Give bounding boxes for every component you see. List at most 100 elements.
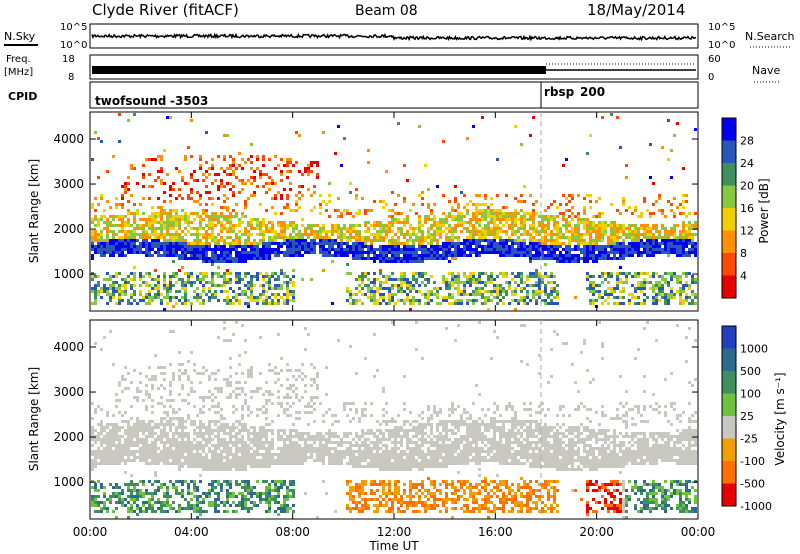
heatmap-cell (151, 278, 154, 281)
heatmap-cell (169, 200, 172, 203)
heatmap-cell (379, 284, 382, 287)
heatmap-cell (295, 209, 298, 212)
heatmap-cell (139, 390, 142, 393)
heatmap-cell (478, 290, 481, 293)
heatmap-cell (172, 305, 175, 308)
heatmap-cell (502, 239, 505, 242)
heatmap-cell (172, 441, 175, 444)
heatmap-cell (193, 432, 196, 435)
heatmap-cell (211, 405, 214, 408)
heatmap-cell (442, 230, 445, 233)
heatmap-cell (184, 251, 187, 254)
heatmap-cell (469, 239, 472, 242)
heatmap-cell (109, 242, 112, 245)
heatmap-cell (115, 281, 118, 284)
heatmap-cell (553, 251, 556, 254)
heatmap-cell (163, 251, 166, 254)
heatmap-cell (172, 408, 175, 411)
heatmap-cell (400, 299, 403, 302)
heatmap-cell (652, 299, 655, 302)
heatmap-cell (262, 254, 265, 257)
heatmap-cell (358, 230, 361, 233)
heatmap-cell (193, 462, 196, 465)
heatmap-cell (205, 230, 208, 233)
heatmap-cell (565, 245, 568, 248)
heatmap-cell (418, 284, 421, 287)
heatmap-cell (157, 290, 160, 293)
heatmap-cell (229, 435, 232, 438)
heatmap-cell (259, 227, 262, 230)
heatmap-cell (301, 248, 304, 251)
heatmap-cell (469, 281, 472, 284)
heatmap-cell (616, 284, 619, 287)
heatmap-cell (376, 278, 379, 281)
heatmap-cell (157, 293, 160, 296)
heatmap-cell (454, 302, 457, 305)
heatmap-cell (223, 339, 226, 342)
heatmap-cell (118, 462, 121, 465)
heatmap-cell (217, 504, 220, 507)
heatmap-cell (214, 435, 217, 438)
heatmap-cell (220, 230, 223, 233)
heatmap-cell (475, 233, 478, 236)
heatmap-cell (358, 251, 361, 254)
heatmap-cell (349, 230, 352, 233)
heatmap-cell (652, 275, 655, 278)
heatmap-cell (469, 200, 472, 203)
heatmap-cell (151, 504, 154, 507)
heatmap-cell (112, 423, 115, 426)
heatmap-cell (265, 257, 268, 260)
heatmap-cell (118, 284, 121, 287)
heatmap-cell (214, 498, 217, 501)
heatmap-cell (556, 239, 559, 242)
heatmap-cell (199, 495, 202, 498)
heatmap-cell (148, 480, 151, 483)
heatmap-cell (103, 248, 106, 251)
heatmap-cell (97, 275, 100, 278)
heatmap-cell (106, 444, 109, 447)
heatmap-cell (481, 239, 484, 242)
heatmap-cell (646, 296, 649, 299)
heatmap-cell (283, 251, 286, 254)
heatmap-cell (163, 378, 166, 381)
heatmap-cell (235, 203, 238, 206)
heatmap-cell (601, 275, 604, 278)
heatmap-cell (244, 215, 247, 218)
heatmap-cell (475, 290, 478, 293)
heatmap-cell (160, 429, 163, 432)
heatmap-cell (112, 441, 115, 444)
heatmap-cell (181, 215, 184, 218)
heatmap-cell (220, 245, 223, 248)
heatmap-cell (376, 233, 379, 236)
heatmap-cell (568, 251, 571, 254)
heatmap-cell (109, 447, 112, 450)
heatmap-cell (511, 218, 514, 221)
heatmap-cell (667, 233, 670, 236)
heatmap-cell (157, 278, 160, 281)
heatmap-cell (124, 498, 127, 501)
heatmap-cell (352, 230, 355, 233)
heatmap-cell (568, 230, 571, 233)
heatmap-cell (418, 302, 421, 305)
heatmap-cell (199, 426, 202, 429)
heatmap-cell (421, 275, 424, 278)
heatmap-cell (274, 155, 277, 158)
heatmap-cell (253, 170, 256, 173)
heatmap-cell (322, 224, 325, 227)
heatmap-cell (367, 248, 370, 251)
heatmap-cell (541, 242, 544, 245)
heatmap-cell (151, 230, 154, 233)
heatmap-cell (208, 233, 211, 236)
freq-label: Freq. (6, 54, 31, 65)
heatmap-cell (94, 293, 97, 296)
heatmap-cell (487, 296, 490, 299)
heatmap-cell (262, 278, 265, 281)
heatmap-cell (178, 453, 181, 456)
heatmap-cell (142, 423, 145, 426)
heatmap-cell (514, 251, 517, 254)
heatmap-cell (250, 245, 253, 248)
heatmap-cell (136, 495, 139, 498)
heatmap-cell (130, 480, 133, 483)
heatmap-cell (133, 251, 136, 254)
heatmap-cell (301, 224, 304, 227)
